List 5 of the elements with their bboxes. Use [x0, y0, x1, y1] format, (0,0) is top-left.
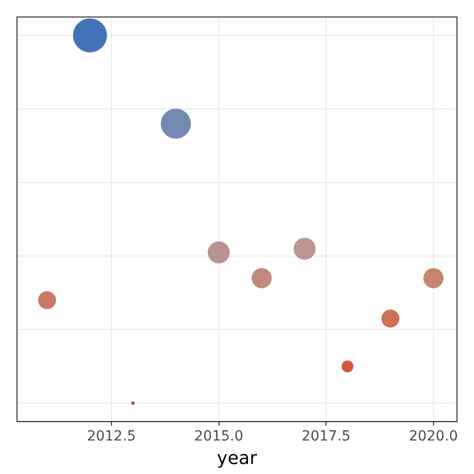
x-tick-label: 2020.0	[408, 428, 458, 445]
x-axis-title: year	[216, 448, 258, 469]
x-tick-label: 2017.5	[302, 428, 351, 445]
x-tick-label: 2015.0	[194, 428, 244, 445]
x-tick-label: 2012.5	[86, 428, 136, 445]
